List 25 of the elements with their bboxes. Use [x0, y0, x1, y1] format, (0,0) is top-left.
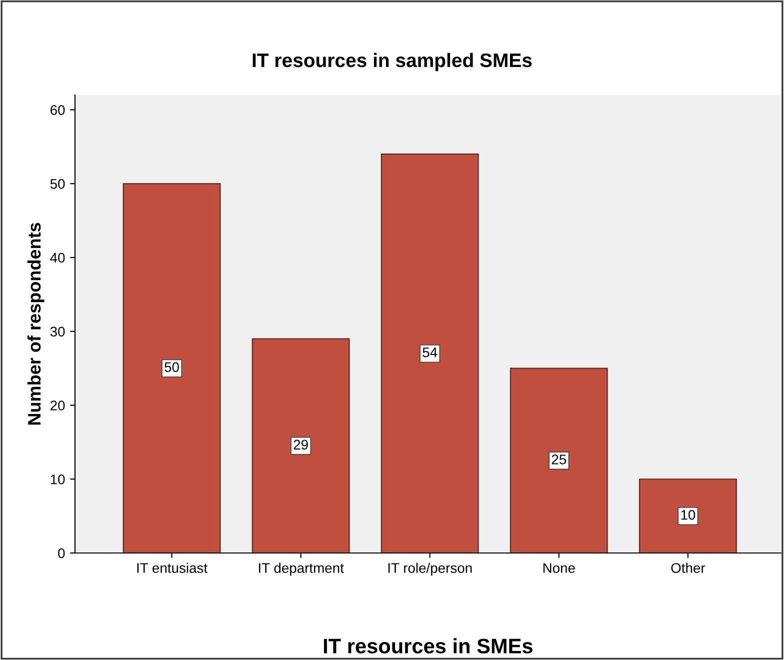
- data-label: 10: [681, 510, 696, 520]
- y-tick-label: 10: [50, 474, 65, 484]
- bar: [639, 478, 737, 553]
- bar: [510, 368, 608, 553]
- y-tick-label: 20: [50, 400, 65, 410]
- bar: [122, 183, 221, 553]
- y-tick-label: 50: [50, 178, 65, 189]
- y-axis-title: Number of respondents: [27, 222, 44, 425]
- x-tick-label: IT department: [259, 562, 344, 576]
- chart-title: IT resources in sampled SMEs: [252, 52, 532, 72]
- bar: [380, 154, 479, 553]
- y-tick-label: 0: [58, 548, 65, 558]
- x-tick-label: None: [543, 563, 575, 573]
- x-axis-title: IT resources in SMEs: [324, 638, 532, 654]
- x-tick-label: IT role/person: [388, 562, 472, 576]
- bar: [252, 338, 350, 553]
- data-label: 29: [294, 440, 308, 450]
- data-label: 54: [422, 348, 438, 358]
- y-tick-label: 40: [50, 252, 65, 263]
- data-label: 50: [164, 362, 179, 372]
- y-tick-label: 30: [50, 326, 65, 337]
- x-tick-label: IT entusiast: [137, 562, 208, 573]
- data-label: 25: [552, 454, 566, 464]
- y-tick-label: 60: [50, 105, 65, 115]
- x-tick-label: Other: [671, 562, 706, 573]
